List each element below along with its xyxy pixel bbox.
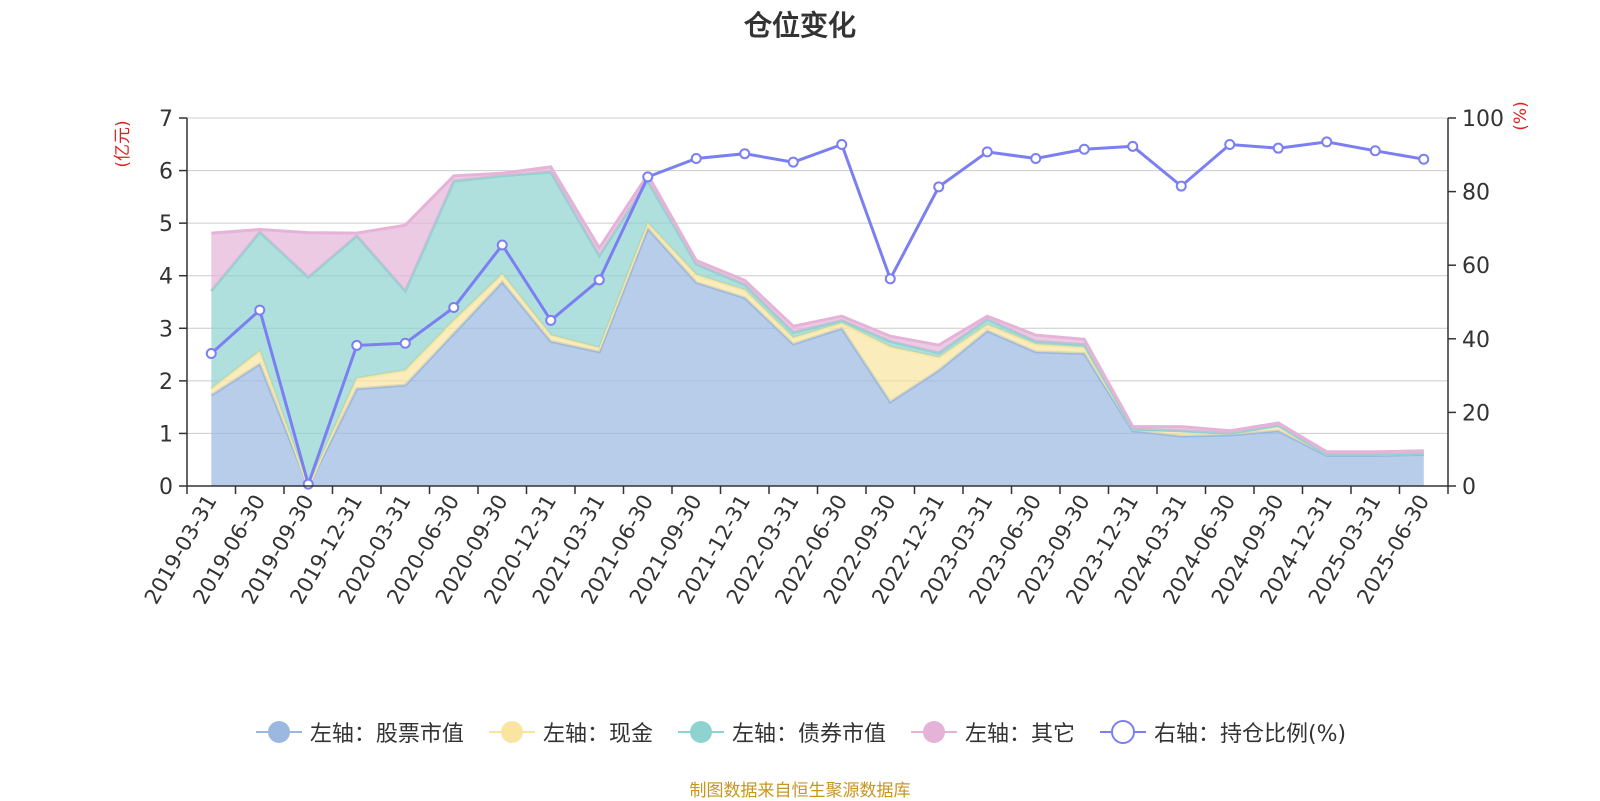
ratio-point [351,339,363,351]
ratio-point [1127,140,1139,152]
right-tick-label: 40 [1462,328,1490,353]
legend-marker-ratio [1099,720,1146,744]
legend-item-bond[interactable]: 左轴：债券市值 [676,716,886,748]
right-tick-label: 100 [1462,107,1504,132]
ratio-point [1224,138,1236,150]
legend-item-stock[interactable]: 左轴：股票市值 [254,716,464,748]
stacked-areas [210,165,1424,491]
left-tick-label: 6 [159,160,173,185]
ratio-point [642,171,654,183]
legend-label-other: 左轴：其它 [964,722,1075,747]
ratio-point [1078,143,1090,155]
ratio-point [1321,136,1333,148]
right-tick-label: 60 [1462,254,1490,279]
source-note: 制图数据来自恒生聚源数据库 [689,781,911,801]
area-series-2 [211,172,1424,486]
legend: 左轴：股票市值 左轴：现金 左轴：债券市值 左轴：其它 右轴：持仓比例(%) [0,716,1600,748]
ratio-point [1175,180,1187,192]
ratio-point [1272,142,1284,154]
ratio-point [787,156,799,168]
left-tick-label: 4 [159,265,173,290]
legend-item-other[interactable]: 左轴：其它 [909,716,1075,748]
ratio-point [1030,152,1042,164]
legend-marker-other [910,721,957,743]
ratio-point [1369,145,1381,157]
ratio-line [210,140,1425,490]
ratio-point [254,304,266,316]
legend-item-ratio[interactable]: 右轴：持仓比例(%) [1098,716,1346,748]
legend-label-ratio: 右轴：持仓比例(%) [1153,722,1347,747]
right-tick-label: 0 [1462,475,1476,500]
ratio-point [690,152,702,164]
ratio-point [205,348,217,360]
legend-label-cash: 左轴：现金 [542,722,653,747]
legend-label-stock: 左轴：股票市值 [309,722,464,747]
ratio-point [593,274,605,286]
ratio-point [739,148,751,160]
right-tick-label: 20 [1462,401,1490,426]
ratio-point [545,314,557,326]
chart-title: 仓位变化 [743,9,856,42]
right-axis-unit: (%) [1511,101,1531,130]
left-tick-label: 3 [159,317,173,342]
left-tick-label: 0 [159,475,173,500]
area-series-0 [211,228,1424,486]
ratio-point [981,146,993,158]
ratio-point [884,273,896,285]
legend-label-bond: 左轴：债券市值 [731,722,886,747]
left-axis-unit: (亿元) [113,120,133,167]
ratio-point [836,138,848,150]
ratio-point [399,337,411,349]
legend-marker-bond [677,721,724,743]
ratio-point [1418,153,1430,165]
legend-marker-stock [255,721,302,743]
legend-item-cash[interactable]: 左轴：现金 [487,716,653,748]
left-tick-label: 7 [159,107,173,132]
ratio-line-layer [205,136,1430,490]
legend-marker-cash [488,721,535,743]
right-tick-label: 80 [1462,181,1490,206]
left-tick-label: 5 [159,212,173,237]
ratio-point [448,302,460,314]
left-tick-label: 2 [159,370,173,395]
ratio-point [302,478,314,490]
left-tick-label: 1 [159,422,173,447]
area-edge-3 [211,165,1424,454]
ratio-point [933,181,945,193]
ratio-point [496,239,508,251]
